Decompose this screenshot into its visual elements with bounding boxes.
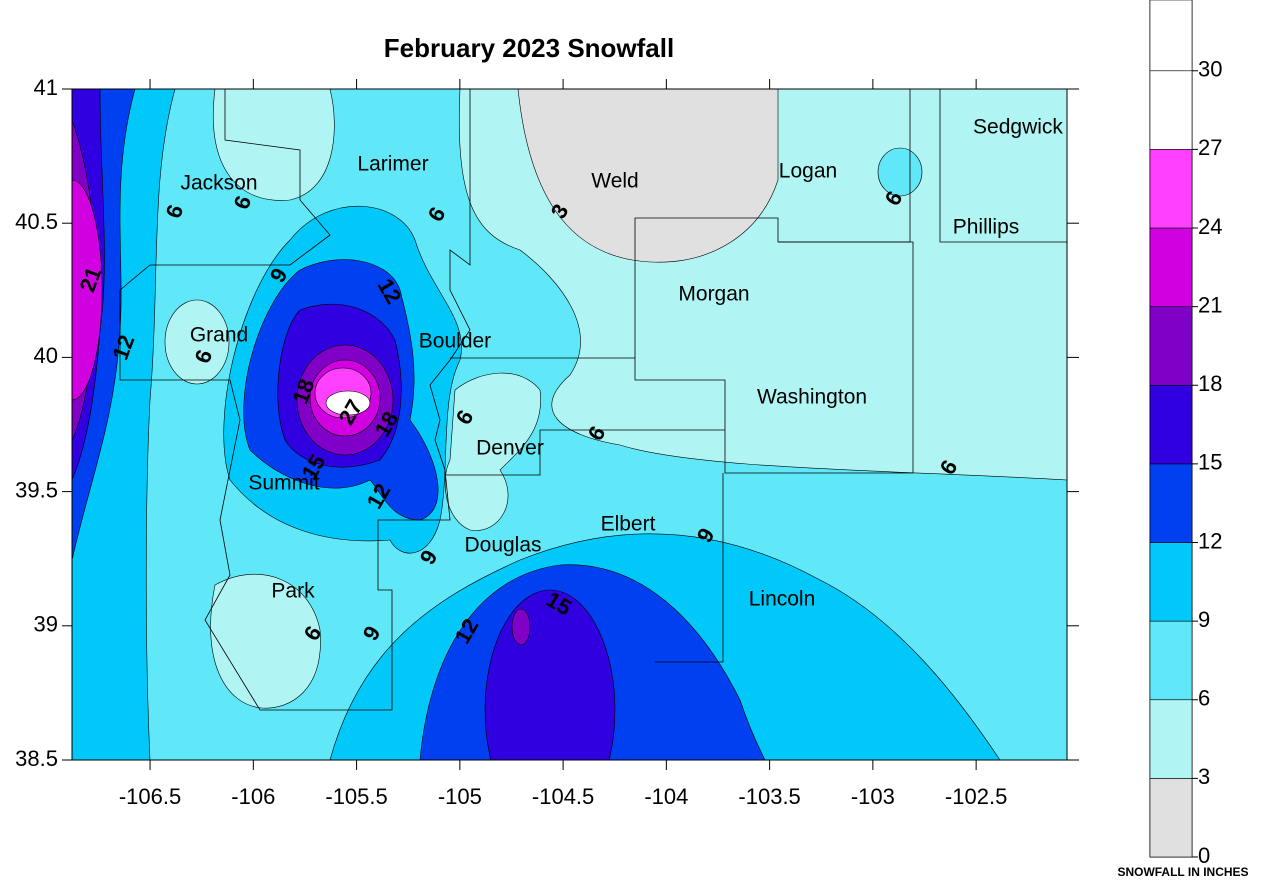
county-label: Boulder: [419, 330, 491, 353]
county-label: Summit: [248, 472, 319, 495]
colorbar-tick-label: 24: [1198, 214, 1222, 239]
colorbar-tick-label: 9: [1198, 607, 1210, 632]
colorbar-band: [1149, 463, 1193, 543]
colorbar-label: SNOWFALL IN INCHES: [1117, 865, 1248, 879]
county-label: Jackson: [180, 172, 257, 195]
x-tick-label: -102.5: [945, 784, 1007, 809]
contour-band: [213, 89, 335, 201]
x-tick-label: -105.5: [325, 784, 387, 809]
county-label: Lincoln: [749, 588, 816, 611]
colorbar-band: [1149, 542, 1193, 622]
county-label: Denver: [476, 437, 544, 460]
colorbar-tick-label: 18: [1198, 371, 1222, 396]
colorbar-tick-label: 3: [1198, 764, 1210, 789]
colorbar-band: [1149, 70, 1193, 150]
colorbar-band: [1149, 306, 1193, 386]
county-boundaries: [119, 89, 1067, 711]
colorbar-band: [1149, 620, 1193, 701]
contour-band: [517, 89, 779, 263]
county-label: Washington: [757, 386, 867, 409]
colorbar-tick-label: 21: [1198, 292, 1222, 317]
plot-frame: [71, 88, 1068, 761]
contour-band: [164, 299, 230, 385]
county-label: Grand: [190, 324, 248, 347]
county-label: Sedgwick: [973, 116, 1063, 139]
contour-band: [877, 147, 923, 197]
contour-field: [72, 89, 1067, 760]
colorbar-band: [1149, 227, 1193, 307]
county-label: Park: [271, 580, 315, 603]
y-tick-label: 41: [34, 75, 58, 100]
colorbar-tick-label: 6: [1198, 686, 1210, 711]
county-label: Weld: [591, 170, 638, 193]
x-tick-label: -106.5: [119, 784, 181, 809]
colorbar-band: [1149, 0, 1193, 72]
county-label: Larimer: [357, 153, 428, 176]
contour-band: [511, 608, 531, 646]
y-tick-label: 38.5: [15, 746, 58, 771]
contour-band: [325, 390, 371, 416]
contour-band: [72, 179, 103, 401]
colorbar-band: [1149, 149, 1193, 229]
county-label: Elbert: [601, 513, 656, 536]
contour-band: [444, 372, 541, 531]
colorbar-tick-label: 27: [1198, 135, 1222, 160]
colorbar-tick-label: 0: [1198, 843, 1210, 868]
colorbar-tick-label: 15: [1198, 450, 1222, 475]
map-title: February 2023 Snowfall: [384, 33, 674, 63]
y-tick-label: 40: [34, 343, 58, 368]
y-tick-label: 39.5: [15, 477, 58, 502]
x-tick-label: -104.5: [532, 784, 594, 809]
x-tick-label: -106: [231, 784, 275, 809]
county-label: Douglas: [464, 534, 541, 557]
county-label: Phillips: [953, 216, 1020, 239]
colorbar-band: [1149, 384, 1193, 465]
colorbar-tick-label: 30: [1198, 57, 1222, 82]
x-tick-label: -104: [644, 784, 688, 809]
colorbar-tick-label: 12: [1198, 528, 1222, 553]
x-tick-label: -105: [438, 784, 482, 809]
colorbar-band: [1149, 699, 1193, 779]
y-tick-label: 40.5: [15, 209, 58, 234]
x-tick-label: -103: [851, 784, 895, 809]
colorbar-band: [1149, 778, 1193, 858]
county-label: Logan: [779, 160, 837, 183]
county-label: Morgan: [678, 283, 749, 306]
x-tick-label: -103.5: [738, 784, 800, 809]
y-tick-label: 39: [34, 612, 58, 637]
